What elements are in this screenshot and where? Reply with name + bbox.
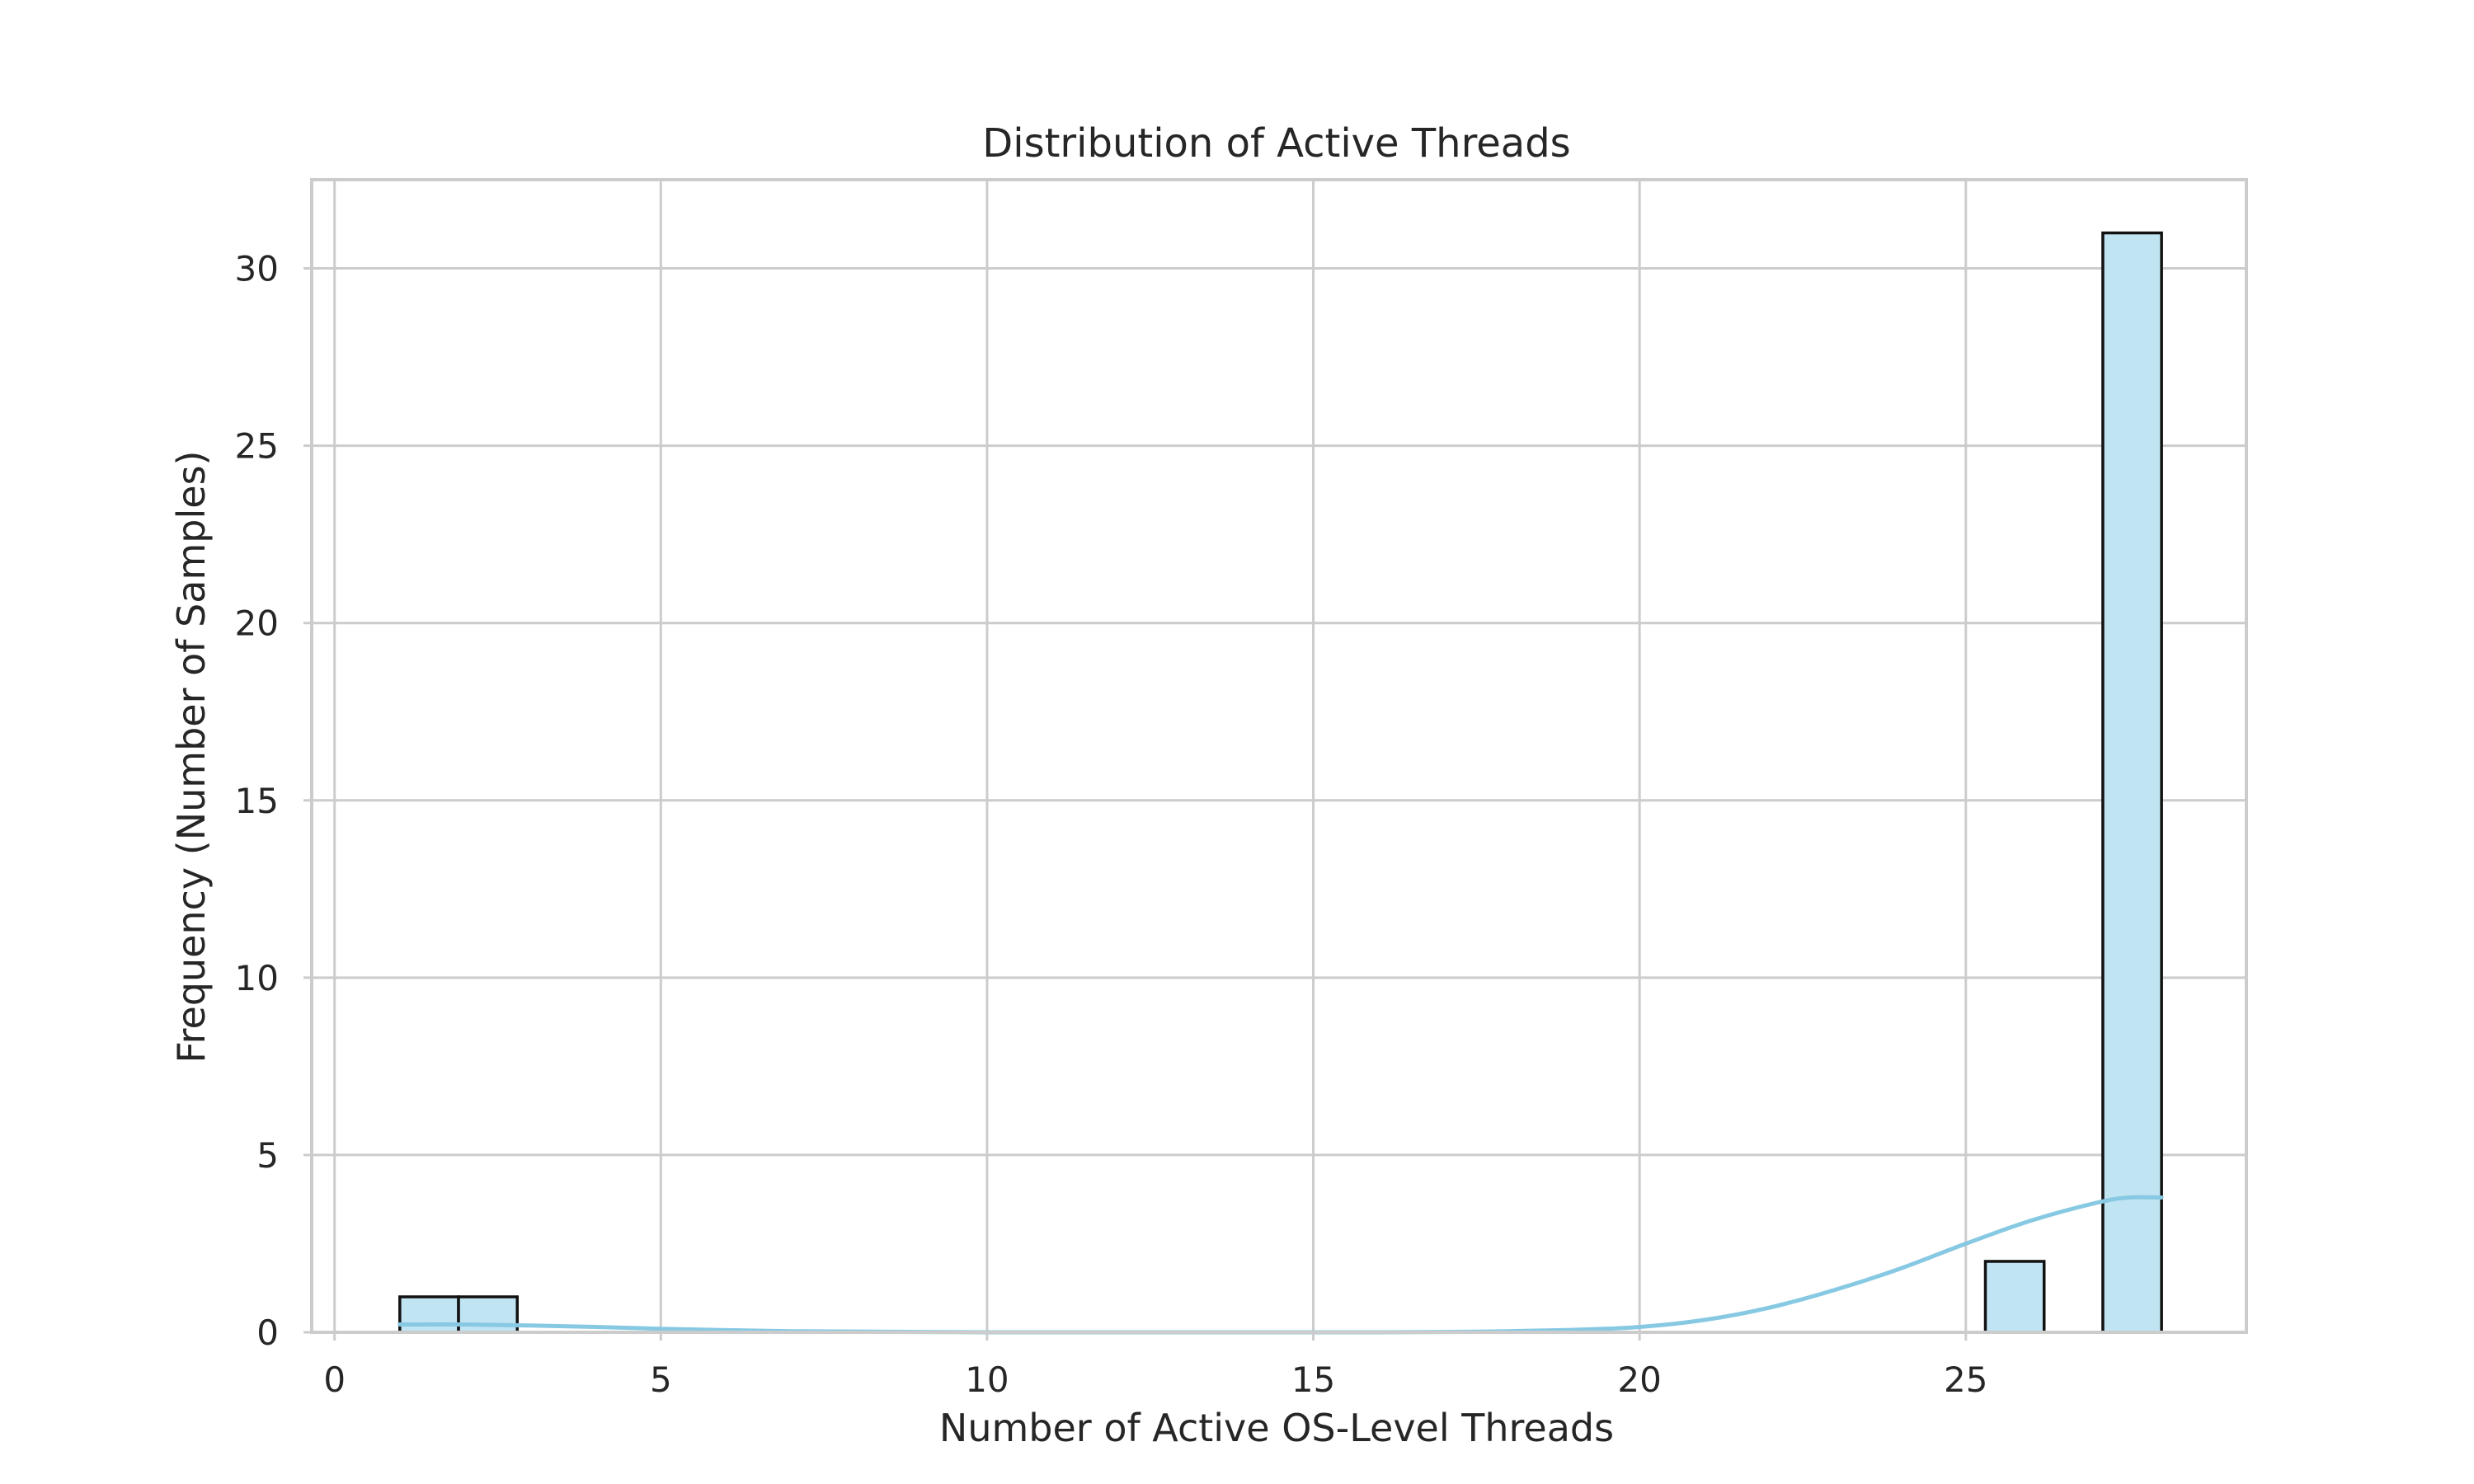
y-tick-label: 5	[256, 1135, 279, 1176]
y-tick-label: 25	[235, 426, 279, 467]
y-tick-label: 30	[235, 249, 279, 289]
chart-title: Distribution of Active Threads	[982, 120, 1570, 167]
x-tick-label: 20	[1617, 1360, 1661, 1400]
x-axis-label: Number of Active OS-Level Threads	[939, 1406, 1614, 1450]
x-tick-label: 0	[323, 1360, 346, 1400]
histogram-bar	[1983, 1260, 2046, 1334]
x-tick-label: 15	[1291, 1360, 1335, 1400]
plot-frame	[310, 178, 2248, 1334]
y-tick-label: 15	[235, 781, 279, 821]
histogram-bar	[2101, 231, 2163, 1334]
x-axis-ticks: 0 5 10 15 20 25	[323, 1332, 1987, 1400]
kde-curve	[397, 1195, 2164, 1335]
y-axis-ticks: 0 5 10 15 20 25 30	[235, 249, 312, 1353]
histogram-bars	[398, 231, 2163, 1334]
grid-lines	[312, 180, 2246, 1334]
y-tick-label: 10	[235, 958, 279, 998]
y-tick-label: 20	[235, 603, 279, 644]
histogram-bar	[398, 1295, 460, 1334]
x-tick-label: 5	[650, 1360, 672, 1400]
x-tick-label: 25	[1944, 1360, 1987, 1400]
y-axis-label: Frequency (Number of Samples)	[169, 451, 214, 1064]
x-tick-label: 10	[965, 1360, 1009, 1400]
y-tick-label: 0	[256, 1313, 279, 1353]
